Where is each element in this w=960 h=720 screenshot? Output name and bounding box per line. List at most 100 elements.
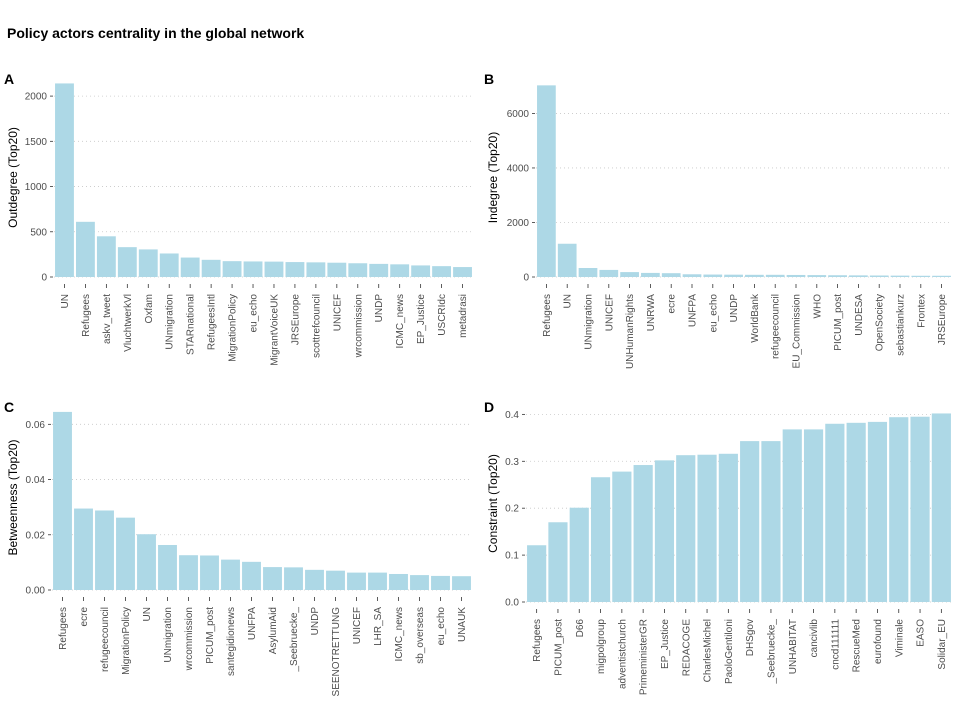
x-tick-label-A: EP_Justice xyxy=(416,294,427,344)
x-tick-label-C: _Seebruecke_ xyxy=(289,607,300,673)
x-tick-label-D: Viminale xyxy=(894,619,905,658)
y-tick-label-C: 0.00 xyxy=(26,586,46,597)
x-tick-label-D: PaoloGentiloni xyxy=(724,619,735,684)
bar-B-sebastiankurz xyxy=(890,275,910,277)
bar-D-D66 xyxy=(569,507,589,602)
bar-B-UNHumanRights xyxy=(620,272,639,277)
y-tick-label-C: 0.04 xyxy=(26,475,46,486)
x-tick-label-D: CharlesMichel xyxy=(703,619,714,682)
x-tick-label-A: UN xyxy=(60,294,71,308)
bar-C-sb_overseas xyxy=(410,575,429,590)
x-tick-label-B: WHO xyxy=(812,294,823,319)
x-tick-label-A: STARnational xyxy=(186,294,197,355)
bar-D-REDACOGE xyxy=(676,455,696,602)
y-tick-label-D: 0.4 xyxy=(505,410,519,421)
bar-D-DHSgov xyxy=(740,441,760,602)
x-tick-label-A: UNmigration xyxy=(165,294,176,350)
y-axis-label-B: Indegree (Top20) xyxy=(486,132,500,223)
y-tick-label-C: 0.06 xyxy=(26,420,46,431)
bar-C-santegidionews xyxy=(221,559,240,590)
x-tick-label-B: Refugees xyxy=(542,294,553,337)
bar-D-cancivlib xyxy=(803,429,824,602)
x-tick-label-C: UNDP xyxy=(310,607,321,636)
bar-A-MigrantVoiceUK xyxy=(264,261,284,277)
bar-C-UNDP xyxy=(305,569,324,590)
y-tick-label-B: 4000 xyxy=(507,163,530,174)
x-tick-label-D: cancivlib xyxy=(809,619,820,658)
x-tick-label-B: UN xyxy=(563,294,574,308)
y-tick-label-B: 6000 xyxy=(507,109,530,120)
bar-B-UN xyxy=(557,243,577,277)
bar-D-_Seebruecke_ xyxy=(761,441,781,602)
x-tick-label-D: Refugees xyxy=(532,619,543,662)
bar-A-Refugees xyxy=(75,221,95,277)
bar-C-_Seebruecke_ xyxy=(284,567,303,590)
panel-letter-C: C xyxy=(4,399,14,415)
bar-B-JRSEurope xyxy=(932,275,951,277)
x-tick-label-A: askv_tweet xyxy=(102,294,113,344)
bar-C-PICUM_post xyxy=(200,555,219,590)
bar-B-PICUM_post xyxy=(828,275,847,277)
bar-C-eu_echo xyxy=(431,575,450,590)
x-tick-label-D: PICUM_post xyxy=(553,619,564,676)
bar-C-SEENOTRETTUNG xyxy=(326,570,345,590)
bar-C-UNICEF xyxy=(347,572,366,590)
bar-C-UN xyxy=(137,534,156,590)
x-tick-label-B: EU_Commission xyxy=(792,294,803,368)
x-tick-label-C: refugeecouncil xyxy=(100,607,111,672)
x-tick-label-B: sebastiankurz xyxy=(896,294,907,356)
y-tick-label-D: 0.1 xyxy=(505,551,519,562)
x-tick-label-B: Frontex xyxy=(916,294,927,328)
y-tick-label-C: 0.02 xyxy=(26,530,46,541)
bar-A-RefugeesIntl xyxy=(201,259,221,277)
y-tick-label-D: 0.2 xyxy=(505,504,519,515)
y-axis-label-C: Betweenness (Top20) xyxy=(6,439,20,555)
x-tick-label-C: UNFPA xyxy=(247,607,258,640)
x-tick-label-A: JRSEurope xyxy=(290,294,301,346)
bar-B-UNFPA xyxy=(682,274,702,277)
y-tick-label-A: 1500 xyxy=(25,137,48,148)
x-tick-label-C: SEENOTRETTUNG xyxy=(331,607,342,697)
bar-B-UNDESA xyxy=(849,275,868,277)
bar-A-scottrefcouncil xyxy=(306,262,326,277)
bar-B-UNICEF xyxy=(599,269,619,277)
bar-C-LHR_SA xyxy=(368,572,387,590)
x-tick-label-B: UNRWA xyxy=(646,294,657,332)
bar-B-UNDP xyxy=(724,274,743,277)
bar-B-WorldBank xyxy=(745,274,764,277)
bar-C-AsylumAid xyxy=(263,567,282,590)
bar-A-UNmigration xyxy=(159,253,179,277)
bar-A-askv_tweet xyxy=(96,236,116,277)
bar-C-UNFPA xyxy=(242,561,261,590)
bar-D-adventistchurch xyxy=(612,471,632,602)
bar-D-PrimeministerGR xyxy=(633,465,653,602)
x-tick-label-C: PICUM_post xyxy=(205,607,216,664)
bar-A-JRSEurope xyxy=(285,262,305,277)
x-tick-label-B: PICUM_post xyxy=(833,294,844,351)
x-tick-label-C: wrcommission xyxy=(184,607,195,671)
bar-D-PICUM_post xyxy=(548,522,568,602)
bar-A-UNICEF xyxy=(327,262,347,277)
x-tick-label-A: scottrefcouncil xyxy=(311,294,322,358)
x-tick-label-C: LHR_SA xyxy=(373,607,384,646)
x-tick-label-D: _Seebruecke_ xyxy=(766,619,777,685)
x-tick-label-A: metadrasi xyxy=(458,294,469,338)
x-tick-label-C: eu_echo xyxy=(436,607,447,646)
x-tick-label-A: VluchtwerkVl xyxy=(123,294,134,352)
bar-D-CharlesMichel xyxy=(697,454,717,602)
bar-C-wrcommission xyxy=(179,555,198,590)
x-tick-label-D: PrimeministerGR xyxy=(639,619,650,695)
y-tick-label-B: 2000 xyxy=(507,218,530,229)
x-tick-label-D: RescueMed xyxy=(852,619,863,672)
bar-C-Refugees xyxy=(53,411,72,590)
x-tick-label-C: ecre xyxy=(79,607,90,627)
bar-B-WHO xyxy=(807,275,827,277)
bar-A-MigrationPolicy xyxy=(222,261,242,277)
x-tick-label-B: ecre xyxy=(667,294,678,314)
bar-B-Frontex xyxy=(911,275,931,277)
x-tick-label-B: UNDESA xyxy=(854,294,865,336)
y-tick-label-B: 0 xyxy=(523,273,529,284)
x-tick-label-B: WorldBank xyxy=(750,293,761,343)
bar-B-ecre xyxy=(661,273,681,277)
x-tick-label-D: EASO xyxy=(916,619,927,647)
